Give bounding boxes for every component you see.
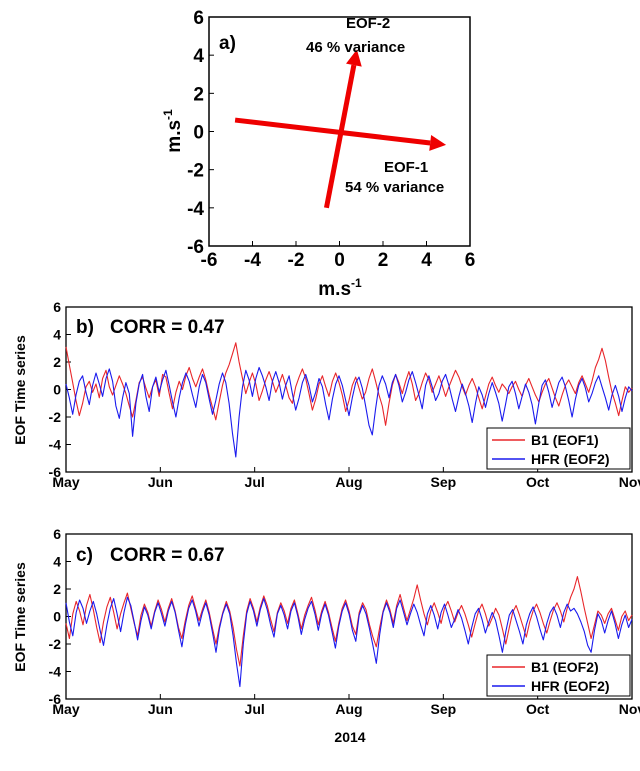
x-tick-label: Jun — [148, 474, 173, 490]
x-tick-label: Aug — [335, 701, 362, 717]
panel-a-y-tick-label: 2 — [193, 84, 204, 105]
panel-c: 6 4 2 0 -2 -4 -6 May Jun Jul Aug Sep Oct Nov c) CORR… — [12, 526, 640, 745]
panel-a-y-tick-label: -6 — [187, 237, 204, 258]
y-tick-label: 2 — [53, 581, 61, 597]
panel-a-y-tick-label: 0 — [193, 123, 204, 144]
x-tick-label: Nov — [619, 474, 640, 490]
y-tick-label: 4 — [53, 554, 61, 570]
y-tick-label: 6 — [53, 299, 61, 315]
y-tick-label: 0 — [53, 382, 61, 398]
panel-b-label: b) — [76, 317, 94, 338]
panel-a-y-tick-label: -2 — [187, 161, 204, 182]
panel-c-x-ticks: May Jun Jul Aug Sep Oct Nov — [52, 694, 640, 717]
eof-1-vector-shaft — [234, 117, 431, 146]
panel-a-vectors — [234, 49, 447, 209]
panel-c-y-axis-label: EOF Time series — [12, 562, 28, 672]
panel-a-x-tick-label: 2 — [378, 250, 389, 271]
y-tick-label: 4 — [53, 327, 61, 343]
series-line-b1 — [65, 576, 633, 667]
y-tick-label: -2 — [49, 409, 62, 425]
panel-a-y-tick-label: 6 — [193, 8, 204, 29]
panel-c-label: c) — [76, 545, 93, 566]
panel-a: 6 4 2 0 -2 -4 -6 -6 -4 -2 0 2 4 6 a) EOF-2 46 % vari… — [161, 8, 475, 300]
panel-c-series — [65, 576, 633, 688]
panel-b-series — [65, 342, 633, 458]
panel-c-legend: B1 (EOF2) HFR (EOF2) — [486, 654, 631, 697]
eof2-label: EOF-2 — [346, 15, 390, 32]
x-tick-label: Sep — [430, 701, 456, 717]
eof-1-vector-head — [429, 135, 447, 151]
legend-label-hfr-eof2: HFR (EOF2) — [531, 451, 610, 467]
eof-2-vector-shaft — [323, 64, 357, 209]
x-tick-label: Aug — [335, 474, 362, 490]
panel-c-y-ticks: 6 4 2 0 -2 -4 -6 — [49, 526, 71, 707]
y-tick-label: 2 — [53, 354, 61, 370]
panel-a-y-tick-label: 4 — [193, 46, 204, 67]
panel-a-label: a) — [219, 33, 236, 54]
legend-label-b1-eof1: B1 (EOF1) — [531, 432, 599, 448]
legend-label-b1-eof2: B1 (EOF2) — [531, 659, 599, 675]
x-tick-label: Oct — [526, 474, 550, 490]
panel-a-y-ticks: 6 4 2 0 -2 -4 -6 — [187, 8, 214, 258]
panel-a-x-tick-label: 6 — [465, 250, 476, 271]
eof1-label: EOF-1 — [384, 159, 428, 176]
panel-c-corr-annotation: CORR = 0.67 — [110, 545, 225, 566]
panel-a-x-axis-label: m.s-1 — [318, 276, 362, 300]
y-tick-label: -6 — [49, 464, 62, 480]
y-tick-label: -4 — [49, 437, 62, 453]
panel-c-x-axis-label: 2014 — [334, 729, 365, 745]
x-tick-label: Sep — [430, 474, 456, 490]
x-tick-label: May — [52, 474, 79, 490]
panel-b-corr-annotation: CORR = 0.47 — [110, 317, 225, 338]
y-tick-label: -2 — [49, 636, 62, 652]
panel-a-y-tick-label: -4 — [187, 199, 204, 220]
eof2-variance-label: 46 % variance — [306, 39, 405, 56]
x-tick-label: Nov — [619, 701, 640, 717]
x-tick-label: Jul — [245, 701, 265, 717]
eof1-variance-label: 54 % variance — [345, 179, 444, 196]
eof-2-vector-head — [346, 49, 362, 67]
series-line-hfr — [65, 596, 633, 688]
y-tick-label: 0 — [53, 609, 61, 625]
panel-b-y-ticks: 6 4 2 0 -2 -4 -6 — [49, 299, 71, 480]
panel-b-y-axis-label: EOF Time series — [12, 335, 28, 445]
y-tick-label: -6 — [49, 691, 62, 707]
panel-b-x-ticks: May Jun Jul Aug Sep Oct Nov — [52, 467, 640, 490]
y-tick-label: -4 — [49, 664, 62, 680]
panel-a-y-axis-label: m.s-1 — [161, 109, 185, 153]
panel-a-x-tick-label: 0 — [334, 250, 345, 271]
panel-a-x-tick-label: -2 — [288, 250, 305, 271]
panel-b-legend: B1 (EOF1) HFR (EOF2) — [486, 427, 631, 470]
legend-label-hfr-eof2-c: HFR (EOF2) — [531, 678, 610, 694]
x-tick-label: Jun — [148, 701, 173, 717]
x-tick-label: Oct — [526, 701, 550, 717]
panel-a-x-tick-label: 4 — [421, 250, 432, 271]
panel-b: 6 4 2 0 -2 -4 -6 May Jun Jul Aug Sep Oct Nov b) CORR… — [12, 299, 640, 490]
x-tick-label: Jul — [245, 474, 265, 490]
panel-a-x-ticks: -6 -4 -2 0 2 4 6 — [201, 241, 476, 271]
panel-a-x-tick-label: -6 — [201, 250, 218, 271]
series-line-hfr — [65, 366, 633, 458]
panel-a-x-tick-label: -4 — [244, 250, 261, 271]
x-tick-label: May — [52, 701, 79, 717]
y-tick-label: 6 — [53, 526, 61, 542]
